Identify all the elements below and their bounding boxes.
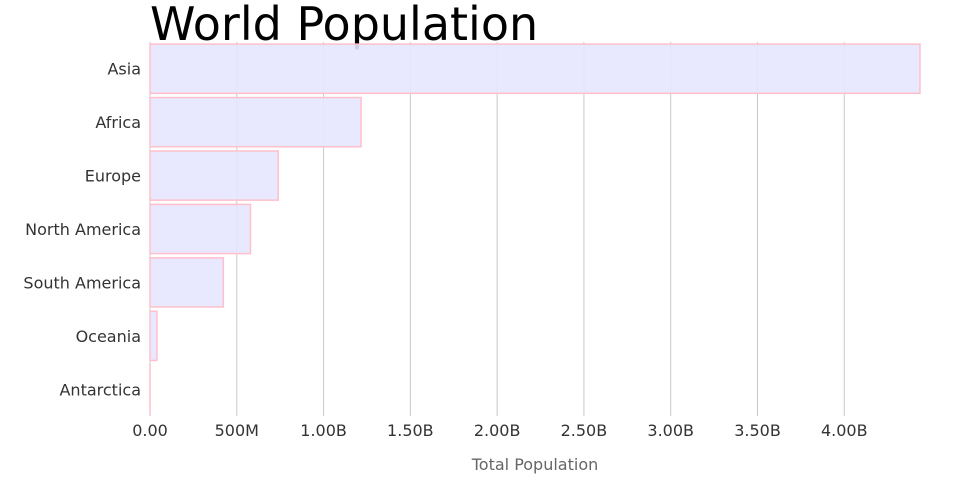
bars (149, 43, 921, 415)
x-tick-label: 3.50B (734, 421, 781, 440)
x-tick-label: 0.00 (132, 421, 168, 440)
category-label: Antarctica (59, 380, 141, 399)
x-tick-label: 500M (215, 421, 259, 440)
category-label: Asia (107, 60, 141, 79)
bar-oceania (149, 310, 158, 362)
category-label: Oceania (76, 327, 141, 346)
x-tick-label: 2.00B (474, 421, 521, 440)
bar-asia (149, 43, 921, 95)
bar-north-america (149, 203, 252, 255)
bar-europe (149, 150, 279, 201)
x-tick-label: 4.00B (821, 421, 868, 440)
x-axis-title: Total Population (471, 455, 599, 474)
category-labels: Asia Africa Europe North America South Ameri… (23, 60, 141, 400)
category-label: Europe (85, 167, 141, 186)
category-label: Africa (95, 113, 141, 132)
x-tick-label: 1.00B (300, 421, 347, 440)
category-label: South America (23, 273, 141, 292)
bar-africa (149, 96, 362, 148)
x-tick-label: 3.00B (647, 421, 694, 440)
x-tick-label: 2.50B (561, 421, 608, 440)
chart-title: World Population (150, 0, 538, 51)
category-label: North America (25, 220, 141, 239)
x-tick-label: 1.50B (387, 421, 434, 440)
bar-south-america (149, 257, 225, 308)
x-tick-labels: 0.00 500M 1.00B 1.50B 2.00B 2.50B 3.00B 3.50B 4.… (132, 421, 867, 440)
